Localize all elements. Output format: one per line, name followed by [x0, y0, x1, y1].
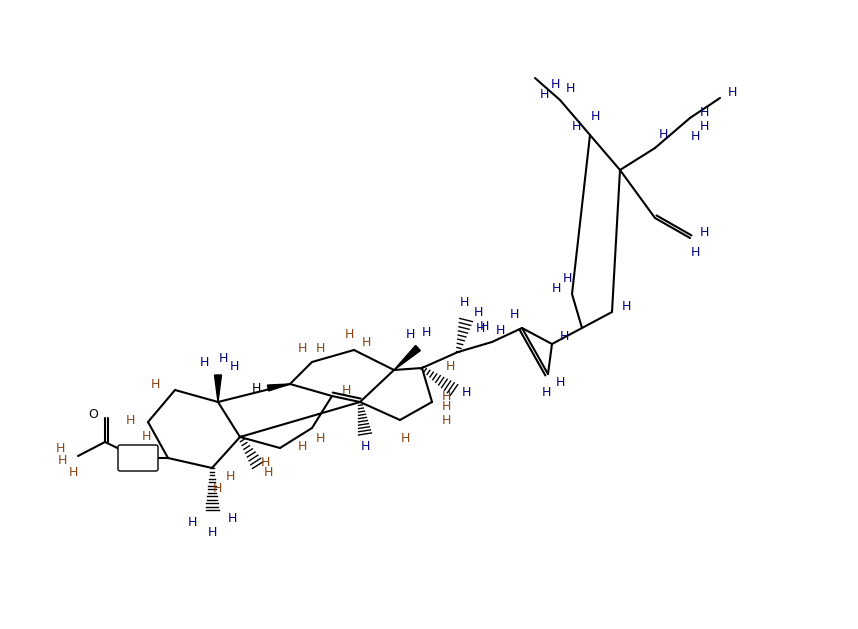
Text: H: H — [421, 325, 431, 338]
Text: H: H — [401, 431, 409, 445]
Text: H: H — [260, 457, 269, 469]
Text: H: H — [621, 301, 631, 313]
Text: H: H — [251, 382, 261, 394]
Text: H: H — [298, 440, 306, 452]
Text: H: H — [263, 467, 273, 479]
Polygon shape — [394, 345, 420, 370]
Text: AcO: AcO — [126, 452, 149, 464]
Text: H: H — [541, 386, 551, 399]
Text: H: H — [218, 352, 227, 365]
Text: H: H — [315, 342, 324, 355]
Text: H: H — [559, 330, 569, 343]
Text: H: H — [590, 111, 600, 123]
Text: H: H — [475, 321, 485, 335]
Text: H: H — [227, 511, 237, 525]
Text: H: H — [699, 106, 709, 120]
Text: H: H — [691, 245, 699, 259]
Text: H: H — [226, 469, 235, 482]
Text: H: H — [360, 440, 370, 452]
Text: H: H — [150, 379, 160, 391]
Text: H: H — [565, 82, 575, 94]
Text: H: H — [550, 77, 559, 91]
Text: H: H — [341, 384, 351, 398]
Text: H: H — [562, 272, 571, 284]
FancyBboxPatch shape — [118, 445, 158, 471]
Text: H: H — [699, 120, 709, 133]
Text: H: H — [691, 130, 699, 143]
Text: H: H — [480, 321, 489, 333]
Text: O: O — [88, 408, 98, 421]
Text: H: H — [474, 306, 483, 318]
Polygon shape — [268, 384, 290, 391]
Text: H: H — [552, 282, 560, 296]
Text: H: H — [125, 413, 135, 426]
Text: H: H — [361, 335, 371, 348]
Text: H: H — [441, 401, 450, 413]
Text: H: H — [699, 226, 709, 240]
Text: H: H — [510, 308, 519, 321]
Text: H: H — [55, 442, 64, 455]
Text: H: H — [145, 457, 154, 469]
Text: H: H — [459, 296, 468, 308]
Text: H: H — [344, 328, 353, 340]
Text: H: H — [462, 386, 471, 399]
Polygon shape — [214, 375, 221, 402]
Text: H: H — [495, 323, 505, 337]
Text: H: H — [187, 516, 196, 528]
Text: H: H — [571, 121, 581, 133]
Text: H: H — [728, 87, 737, 99]
Text: H: H — [315, 431, 324, 445]
Text: H: H — [445, 360, 455, 372]
Text: H: H — [142, 430, 151, 443]
Text: H: H — [555, 376, 565, 389]
Text: H: H — [298, 342, 306, 355]
Text: H: H — [540, 89, 548, 101]
Text: H: H — [57, 455, 67, 467]
Text: H: H — [405, 328, 414, 340]
Text: H: H — [199, 357, 208, 369]
Text: H: H — [441, 413, 450, 426]
Text: H: H — [229, 360, 239, 374]
Text: H: H — [212, 482, 221, 494]
Text: H: H — [208, 525, 217, 538]
Text: H: H — [69, 465, 78, 479]
Text: H: H — [658, 128, 668, 140]
Text: H: H — [441, 391, 450, 403]
